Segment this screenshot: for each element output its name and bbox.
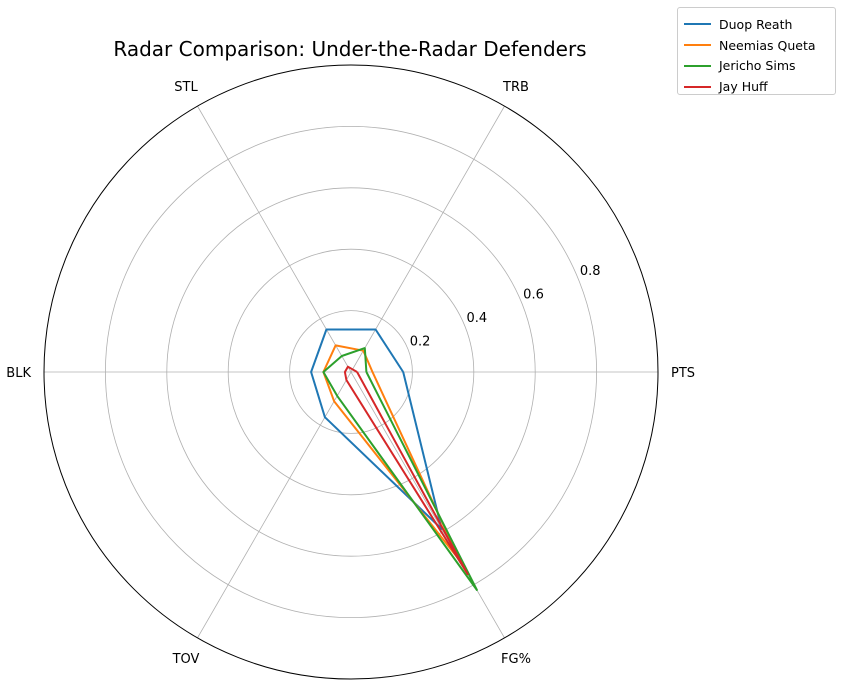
- legend-item: Neemias Queta: [684, 35, 829, 56]
- series-line-jay-huff: [343, 365, 469, 576]
- chart-title: Radar Comparison: Under-the-Radar Defend…: [113, 37, 586, 61]
- axis-label-stl: STL: [174, 80, 198, 95]
- axis-label-pts: PTS: [671, 366, 695, 381]
- radial-tick-label-0: 0.2: [410, 335, 431, 350]
- radar-series: [310, 328, 478, 591]
- radar-grid: [43, 64, 659, 680]
- spoke-fgpct: [350, 371, 505, 639]
- legend-item: Jericho Sims: [684, 56, 829, 77]
- radial-tick-label-3: 0.8: [580, 264, 601, 279]
- legend-label: Jericho Sims: [719, 58, 796, 74]
- legend-item: Duop Reath: [684, 14, 829, 35]
- axis-label-blk: BLK: [6, 366, 31, 381]
- legend-swatch: [684, 64, 711, 67]
- spoke-trb: [350, 105, 505, 373]
- legend: Duop Reath Neemias Queta Jericho Sims Jay H…: [677, 7, 836, 95]
- legend-label: Neemias Queta: [719, 37, 816, 53]
- radial-tick-label-2: 0.6: [523, 288, 544, 303]
- spoke-tov: [197, 371, 352, 639]
- axis-label-fgpct: FG%: [501, 652, 531, 667]
- series-line-duop-reath: [310, 328, 443, 530]
- legend-swatch: [684, 23, 711, 26]
- legend-item: Jay Huff: [684, 76, 829, 97]
- series-line-jericho-sims: [322, 347, 478, 591]
- axis-label-tov: TOV: [172, 652, 200, 667]
- polar-frame: [43, 64, 659, 680]
- legend-swatch: [684, 85, 711, 88]
- axis-label-trb: TRB: [502, 80, 529, 95]
- legend-swatch: [684, 44, 711, 47]
- legend-label: Duop Reath: [719, 16, 793, 32]
- radar-labels: 0.2 0.4 0.6 0.8 PTS TRB STL BLK TOV FG%: [6, 80, 695, 667]
- spoke-stl: [197, 105, 352, 373]
- radial-tick-label-1: 0.4: [466, 311, 487, 326]
- legend-label: Jay Huff: [719, 79, 768, 95]
